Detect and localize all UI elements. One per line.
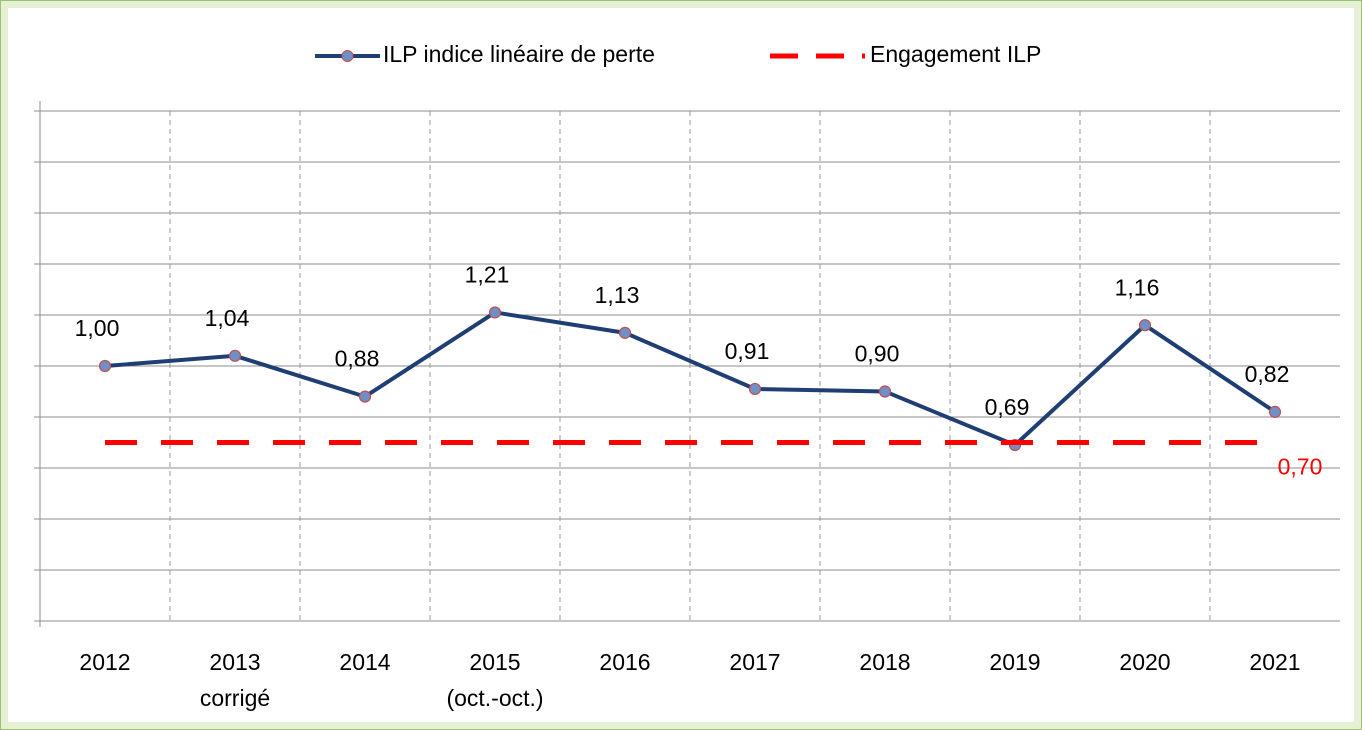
data-line xyxy=(104,310,1277,448)
data-point xyxy=(98,359,112,373)
x-tick-label: 2012 xyxy=(79,649,130,675)
value-label: 0,91 xyxy=(725,338,770,364)
x-tick-label-line: 2017 xyxy=(729,649,780,675)
value-label: 1,04 xyxy=(205,305,250,331)
legend-label: Engagement ILP xyxy=(870,41,1041,67)
x-tick-label: 2020 xyxy=(1119,649,1170,675)
data-point xyxy=(228,349,242,362)
x-tick-label-line: (oct.-oct.) xyxy=(446,685,543,711)
x-tick-label: 2013 corrigé xyxy=(200,649,270,711)
x-tick-label-line: 2018 xyxy=(859,649,910,675)
x-tick-label-line: 2019 xyxy=(989,649,1040,675)
value-label: 1,16 xyxy=(1115,274,1160,300)
x-tick-label-line: corrigé xyxy=(200,685,270,711)
x-tick-label: 2016 xyxy=(599,649,650,675)
value-label: 0,90 xyxy=(855,341,900,367)
x-tick-label-line: 2015 xyxy=(469,649,520,675)
x-tick-label-line: 2021 xyxy=(1249,649,1300,675)
data-point xyxy=(878,385,892,398)
x-tick-label: 2021 xyxy=(1249,649,1300,675)
data-point xyxy=(618,326,632,339)
value-label: 1,21 xyxy=(465,262,510,288)
value-label: 0,82 xyxy=(1245,361,1290,387)
data-point xyxy=(488,306,502,319)
value-label: 0,88 xyxy=(335,346,380,372)
x-tick-label: 2017 xyxy=(729,649,780,675)
x-tick-label-line: 2014 xyxy=(339,649,390,675)
value-label: 1,00 xyxy=(75,315,120,341)
legend-label: ILP indice linéaire de perte xyxy=(383,41,655,67)
legend-marker xyxy=(341,50,354,62)
x-tick-label: 2018 xyxy=(859,649,910,675)
x-tick-label: 2019 xyxy=(989,649,1040,675)
x-tick-label: 2015 (oct.-oct.) xyxy=(446,649,543,711)
value-label: 1,13 xyxy=(595,282,640,308)
data-point xyxy=(748,382,762,396)
data-point xyxy=(358,390,372,403)
x-tick-label-line: 2020 xyxy=(1119,649,1170,675)
x-tick-label-line: 2013 xyxy=(209,649,260,675)
x-tick-label-line: 2012 xyxy=(79,649,130,675)
x-tick-label: 2014 xyxy=(339,649,390,675)
data-point xyxy=(1268,405,1282,418)
x-tick-label-line: 2016 xyxy=(599,649,650,675)
data-point xyxy=(1138,319,1152,332)
value-label: 0,70 xyxy=(1278,454,1323,480)
value-label: 0,69 xyxy=(985,394,1030,420)
